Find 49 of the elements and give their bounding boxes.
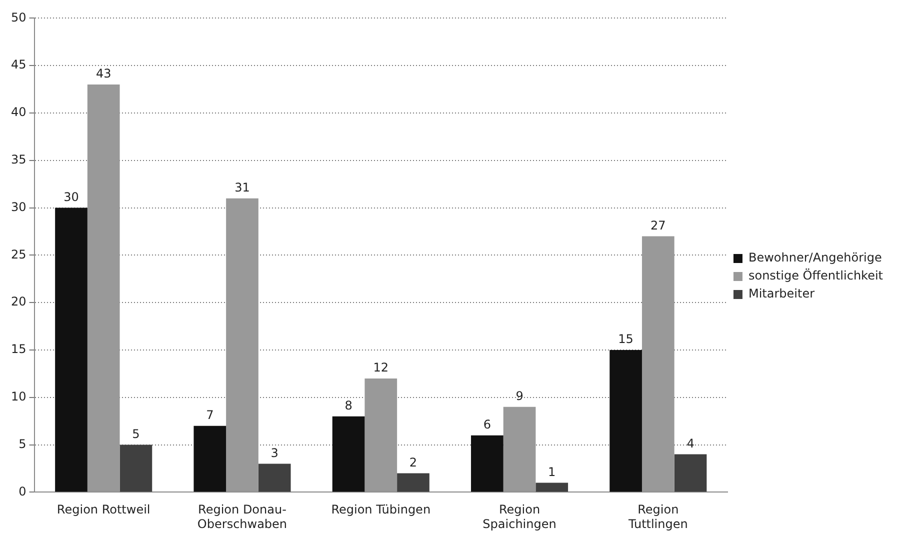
data-label: 15 <box>618 332 634 346</box>
bar <box>536 482 568 492</box>
data-label: 6 <box>483 417 491 432</box>
y-tick-label: 50 <box>10 10 26 24</box>
bar <box>642 236 674 492</box>
bar <box>258 464 291 492</box>
y-tick-label: 30 <box>10 200 26 214</box>
y-tick-label: 20 <box>10 294 26 309</box>
bar <box>194 426 226 492</box>
y-tick-label: 45 <box>10 58 26 72</box>
y-tick-label: 25 <box>10 247 26 262</box>
data-label: 31 <box>234 180 250 194</box>
bar <box>470 435 504 492</box>
bar <box>364 378 398 492</box>
x-tick-label: Region Donau-Oberschwaben <box>197 502 288 531</box>
bar <box>55 208 88 492</box>
data-label: 8 <box>344 398 352 412</box>
bar <box>332 416 365 492</box>
y-tick-label: 5 <box>18 436 26 451</box>
data-label: 12 <box>373 360 389 375</box>
x-tick-label: Region Tuttlingen <box>627 502 688 531</box>
x-tick-label: Region Spaichingen <box>482 502 556 531</box>
y-tick-label: 0 <box>18 484 26 498</box>
legend-label: Bewohner/Angehörige <box>748 250 882 265</box>
bar <box>503 406 536 492</box>
bar <box>87 84 120 492</box>
data-label: 27 <box>650 218 666 232</box>
data-label: 4 <box>686 436 694 450</box>
y-tick-label: 35 <box>10 152 26 167</box>
data-label: 43 <box>96 66 112 81</box>
x-tick-label: Region Rottweil <box>56 502 150 517</box>
y-tick-label: 40 <box>10 105 26 120</box>
y-tick-label: 10 <box>10 390 26 404</box>
data-label: 7 <box>206 408 214 422</box>
data-label: 5 <box>132 426 140 441</box>
bar <box>226 198 258 492</box>
bar <box>610 350 642 492</box>
data-label: 3 <box>270 446 278 460</box>
legend-label: Mitarbeiter <box>748 286 815 301</box>
data-label: 9 <box>516 389 524 404</box>
y-tick-label: 15 <box>10 342 26 356</box>
legend-label: sonstige Öffentlichkeit <box>748 268 884 283</box>
x-tick-label: Region Tübingen <box>331 502 431 517</box>
data-label: 2 <box>409 455 418 470</box>
bar <box>120 444 152 492</box>
data-label: 30 <box>64 190 79 204</box>
data-label: 1 <box>548 464 556 479</box>
bar <box>674 454 707 492</box>
bar <box>397 473 430 492</box>
